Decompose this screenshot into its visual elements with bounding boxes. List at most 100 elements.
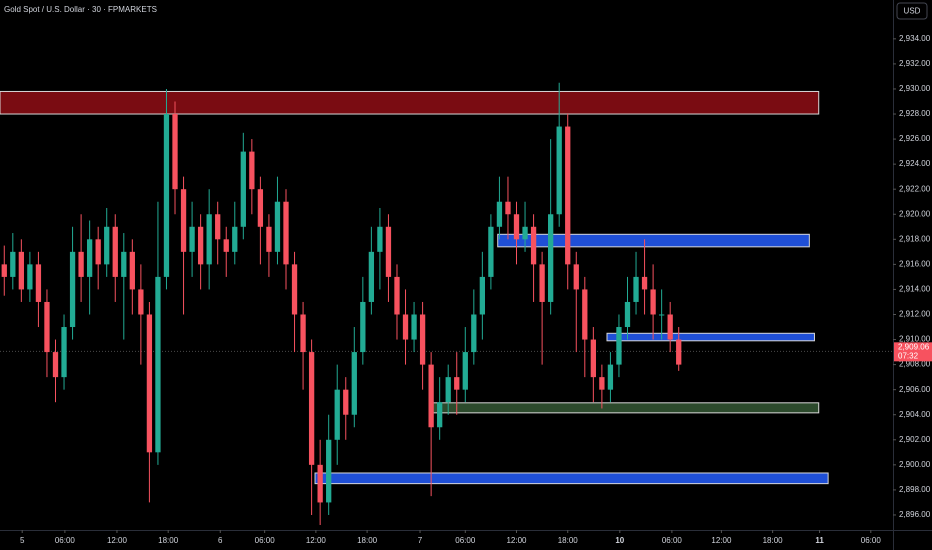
currency-button[interactable] [896, 2, 928, 20]
candle-body [402, 314, 409, 340]
candle-body [61, 327, 67, 378]
candle-body [505, 201, 511, 215]
candle-body [650, 289, 656, 315]
y-tick-label: 2,910.00 [899, 335, 931, 344]
candle-body [146, 314, 153, 453]
x-tick-label: 18:00 [158, 536, 179, 545]
y-tick-label: 2,914.00 [899, 285, 931, 294]
candle-body [624, 301, 631, 328]
currency: USD [904, 7, 921, 16]
candle-body [471, 314, 477, 353]
x-tick-label: 6 [218, 536, 223, 545]
y-tick-label: 2,918.00 [899, 234, 931, 243]
x-tick-label: 18:00 [357, 536, 378, 545]
y-tick-label: 2,912.00 [899, 310, 931, 319]
candle-body [445, 377, 451, 403]
candle-body [385, 226, 392, 277]
candle-body [189, 226, 195, 252]
y-tick-label: 2,922.00 [899, 184, 931, 193]
candle-body [274, 201, 281, 252]
y-tick-label: 2,896.00 [899, 510, 931, 519]
candle-body [599, 377, 605, 390]
y-tick-label: 2,906.00 [899, 385, 931, 394]
candle-body [138, 289, 144, 315]
candle-body [539, 264, 545, 302]
candle-body [266, 226, 272, 252]
candle-body [616, 327, 622, 365]
x-tick-label: 10 [615, 536, 624, 545]
candle-body [35, 264, 42, 302]
candle-body [155, 276, 161, 453]
candle-body [351, 352, 357, 415]
candle-body [377, 226, 383, 252]
zone [606, 332, 815, 342]
candle-body [513, 214, 520, 240]
y-tick-label: 2,930.00 [899, 84, 931, 93]
candle-body [667, 314, 673, 340]
candle-body [44, 301, 50, 353]
candle-body [121, 251, 127, 277]
x-tick-label: 06:00 [861, 536, 882, 545]
candle-body [1, 264, 7, 277]
candle-body [180, 189, 187, 252]
candle-body [479, 276, 486, 315]
candle-body [163, 114, 170, 277]
x-tick-label: 7 [418, 536, 423, 545]
candle-body [317, 464, 323, 503]
candle-body [223, 239, 229, 252]
candle-body [206, 214, 212, 265]
candle-body [488, 226, 494, 277]
candle-body [496, 201, 503, 227]
candle-body [565, 126, 571, 265]
candle-body [411, 314, 417, 340]
x-tick-label: 18:00 [558, 536, 579, 545]
candle-body [129, 251, 135, 290]
countdown: 07:32 [898, 351, 919, 360]
candle-body [334, 389, 340, 440]
candle-body [522, 226, 528, 240]
x-tick-label: 06:00 [255, 536, 276, 545]
candle-body [240, 151, 246, 227]
candle-body [197, 226, 204, 265]
candle-body [69, 251, 76, 328]
y-tick-label: 2,916.00 [899, 259, 931, 268]
candle-body [454, 377, 460, 390]
x-tick-label: 18:00 [763, 536, 784, 545]
candle-body [428, 364, 434, 428]
y-tick-label: 2,902.00 [899, 435, 931, 444]
candle-body [52, 352, 59, 378]
candle-body [658, 314, 665, 316]
y-tick-label: 2,926.00 [899, 134, 931, 143]
candle-body [368, 251, 375, 302]
last-price-box [894, 342, 932, 362]
x-tick-label: 06:00 [55, 536, 76, 545]
candle-body [104, 226, 110, 265]
y-tick-label: 2,932.00 [899, 59, 931, 68]
zone [314, 472, 829, 485]
candle-body [582, 289, 588, 340]
candle-body [573, 264, 579, 290]
x-tick-label: 06:00 [455, 536, 476, 545]
candle-body [360, 301, 366, 353]
candle-body [257, 189, 264, 227]
y-tick-label: 2,928.00 [899, 109, 931, 118]
candle-body [112, 226, 118, 277]
candle-body [27, 264, 33, 290]
candle-body [530, 226, 537, 265]
candle-body [676, 339, 682, 365]
candle-body [556, 126, 562, 215]
y-tick-label: 2,934.00 [899, 34, 931, 43]
candle-body [308, 352, 315, 465]
candle-body [172, 114, 178, 190]
candle-body [343, 389, 349, 415]
y-tick-label: 2,900.00 [899, 460, 931, 469]
candle-body [18, 251, 24, 290]
candle-body [633, 276, 639, 302]
x-tick-label: 12:00 [711, 536, 732, 545]
candle-body [548, 214, 554, 302]
candle-body [215, 214, 221, 240]
x-tick-label: 11 [815, 536, 824, 545]
y-tick-label: 2,924.00 [899, 159, 931, 168]
candle-body [462, 352, 468, 390]
